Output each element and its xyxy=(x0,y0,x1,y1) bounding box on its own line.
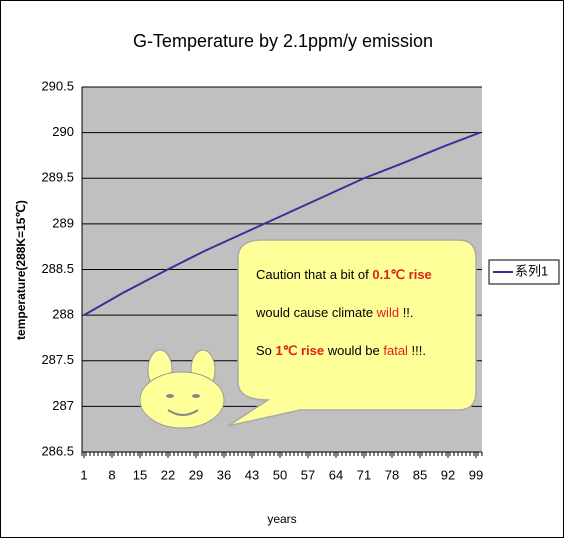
x-tick-label: 15 xyxy=(133,467,147,482)
x-tick-label: 1 xyxy=(80,467,87,482)
x-tick-label: 57 xyxy=(301,467,315,482)
y-tick-label: 290 xyxy=(52,124,74,139)
callout-highlight: fatal xyxy=(383,343,408,358)
x-axis-label: years xyxy=(267,512,296,526)
x-tick-label: 85 xyxy=(413,467,427,482)
callout-text: !!!. xyxy=(408,343,426,358)
x-tick-label: 99 xyxy=(469,467,483,482)
x-tick-label: 43 xyxy=(245,467,259,482)
callout-text: !!. xyxy=(399,305,413,320)
y-tick-label: 290.5 xyxy=(41,78,74,93)
x-tick-label: 36 xyxy=(217,467,231,482)
x-tick-label: 64 xyxy=(329,467,343,482)
y-tick-label: 288.5 xyxy=(41,261,74,276)
x-tick-label: 78 xyxy=(385,467,399,482)
x-tick-label: 22 xyxy=(161,467,175,482)
x-tick-label: 92 xyxy=(441,467,455,482)
x-tick-label: 71 xyxy=(357,467,371,482)
y-tick-label: 286.5 xyxy=(41,443,74,458)
callout-text: would be xyxy=(324,343,383,358)
callout-text: Caution that a bit of xyxy=(256,267,372,282)
y-tick-label: 288 xyxy=(52,307,74,322)
chart-title: G-Temperature by 2.1ppm/y emission xyxy=(133,31,433,51)
x-tick-label: 29 xyxy=(189,467,203,482)
y-tick-label: 287.5 xyxy=(41,352,74,367)
callout-line: Caution that a bit of 0.1℃ rise xyxy=(256,267,432,282)
bunny-eye xyxy=(166,394,174,398)
bunny-head xyxy=(140,372,224,428)
y-axis-label: temperature(288K=15℃) xyxy=(14,200,28,340)
bunny-eye xyxy=(192,394,200,398)
callout-highlight: 0.1℃ rise xyxy=(372,267,431,282)
callout-line: So 1℃ rise would be fatal !!!. xyxy=(256,343,426,358)
chart: G-Temperature by 2.1ppm/y emission tempe… xyxy=(0,0,566,539)
legend-label: 系列1 xyxy=(515,263,548,278)
callout-highlight: wild xyxy=(376,305,399,320)
x-tick-label: 50 xyxy=(273,467,287,482)
y-tick-label: 289 xyxy=(52,215,74,230)
callout-highlight: 1℃ rise xyxy=(276,343,325,358)
y-tick-label: 287 xyxy=(52,398,74,413)
x-tick-label: 8 xyxy=(108,467,115,482)
callout-text: would cause climate xyxy=(255,305,377,320)
callout-line: would cause climate wild !!. xyxy=(255,305,414,320)
y-tick-label: 289.5 xyxy=(41,170,74,185)
callout-text: So xyxy=(256,343,276,358)
